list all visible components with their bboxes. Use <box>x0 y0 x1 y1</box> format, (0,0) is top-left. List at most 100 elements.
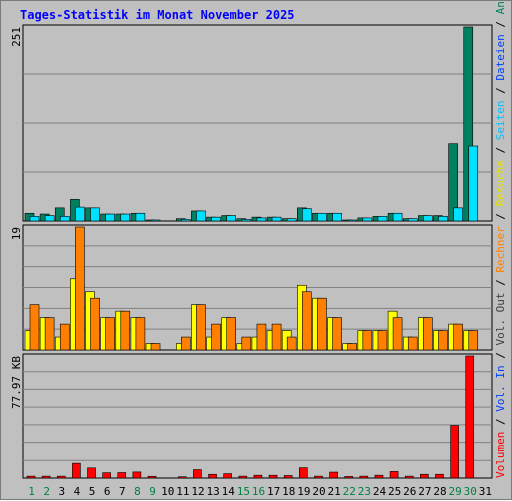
bar-top-panel-s0-d29 <box>448 143 458 222</box>
bar-bottom-panel-s0-d5 <box>87 467 96 479</box>
legend-item: Seiten <box>494 100 507 140</box>
legend-separator: / <box>494 206 507 226</box>
x-tick-label: 4 <box>74 485 81 498</box>
x-tick-label: 28 <box>433 485 446 498</box>
bar-middle-panel-s1-d25 <box>392 317 403 351</box>
legend-separator: / <box>494 346 507 366</box>
bar-bottom-panel-s0-d7 <box>117 472 127 479</box>
bar-middle-panel-s1-d15 <box>241 336 252 351</box>
bar-top-panel-s1-d17 <box>271 216 282 222</box>
y-max-label: 251 <box>10 27 23 47</box>
bar-top-panel-s1-d18 <box>286 218 297 222</box>
x-tick-label: 19 <box>297 485 310 498</box>
bar-bottom-panel-s0-d21 <box>329 471 338 479</box>
bar-top-panel-s1-d1 <box>29 216 40 222</box>
bar-top-panel-s1-d26 <box>407 218 418 222</box>
bar-middle-panel-s1-d11 <box>180 336 191 351</box>
bar-middle-panel-s1-d7 <box>120 310 131 351</box>
bar-top-panel-s1-d27 <box>423 215 433 222</box>
bar-bottom-panel-s0-d14 <box>223 473 232 479</box>
x-tick-label: 26 <box>403 485 416 498</box>
legend-item: Anfragen <box>494 1 507 14</box>
bar-bottom-panel-s0-d17 <box>268 474 278 479</box>
x-tick-label: 22 <box>343 485 356 498</box>
bar-bottom-panel-s0-d23 <box>359 475 369 479</box>
x-tick-label: 21 <box>328 485 341 498</box>
legend-separator: / <box>494 273 507 293</box>
bar-bottom-panel-s0-d8 <box>132 471 142 479</box>
legend-item: Volumen <box>494 432 507 478</box>
bar-middle-panel-s1-d27 <box>423 317 433 351</box>
bar-top-panel-s1-d28 <box>438 216 448 222</box>
bar-top-panel-s1-d8 <box>135 212 146 222</box>
bar-middle-panel-s1-d4 <box>75 226 85 351</box>
x-tick-label: 18 <box>282 485 295 498</box>
bar-middle-panel-s1-d20 <box>317 297 327 351</box>
bar-top-panel-s1-d14 <box>226 215 236 222</box>
bar-bottom-panel-s0-d20 <box>314 475 323 479</box>
bar-top-panel-s1-d29 <box>453 207 463 222</box>
x-tick-label: 5 <box>89 485 96 498</box>
legend-separator: / <box>494 140 507 160</box>
bar-top-panel-s1-d24 <box>377 216 388 222</box>
x-tick-label: 10 <box>161 485 174 498</box>
bar-top-panel-s1-d20 <box>317 212 327 222</box>
x-tick-label: 12 <box>191 485 204 498</box>
bar-bottom-panel-s0-d22 <box>344 476 354 479</box>
bar-middle-panel-s1-d17 <box>271 323 282 351</box>
bar-middle-panel-s1-d14 <box>226 317 236 351</box>
bar-bottom-panel-s0-d25 <box>389 471 399 479</box>
x-tick-label: 3 <box>59 485 66 498</box>
x-tick-label: 23 <box>358 485 371 498</box>
legend-separator: / <box>494 81 507 101</box>
bar-top-panel-s0-d3 <box>54 207 65 222</box>
bar-bottom-panel-s0-d1 <box>26 475 36 479</box>
x-tick-label: 20 <box>312 485 325 498</box>
bar-top-panel-s1-d30 <box>468 145 479 222</box>
bar-bottom-panel-s0-d19 <box>299 467 308 479</box>
bar-top-panel-s1-d21 <box>332 212 342 222</box>
bar-bottom-panel-s0-d28 <box>435 473 444 479</box>
bar-top-panel-s1-d25 <box>392 212 403 222</box>
bar-middle-panel-s1-d21 <box>332 317 342 351</box>
bar-middle-panel-s1-d12 <box>196 304 206 351</box>
bar-bottom-panel-s0-d27 <box>420 473 429 479</box>
x-tick-label: 2 <box>43 485 50 498</box>
bar-top-panel-s1-d7 <box>120 213 131 222</box>
legend-separator: / <box>494 14 507 34</box>
x-tick-label: 25 <box>388 485 401 498</box>
bar-middle-panel-s1-d8 <box>135 317 146 351</box>
bar-top-panel-s1-d5 <box>90 207 100 222</box>
bar-bottom-panel-s0-d15 <box>238 475 248 479</box>
plot-area-bottom-panel <box>22 353 493 479</box>
bar-bottom-panel-s0-d4 <box>72 462 81 479</box>
bar-middle-panel-s1-d26 <box>407 336 418 351</box>
bar-bottom-panel-s0-d18 <box>283 475 293 479</box>
bar-middle-panel-s1-d29 <box>453 323 463 351</box>
x-tick-label: 16 <box>252 485 265 498</box>
x-tick-label: 7 <box>119 485 126 498</box>
legend: Volumen / Vol. In / Vol. Out / Rechner /… <box>494 1 507 478</box>
legend-item: Vol. Out <box>494 293 507 346</box>
bar-bottom-panel-s0-d26 <box>404 475 414 479</box>
bar-middle-panel-s1-d24 <box>377 330 388 351</box>
bar-bottom-panel-s0-d30 <box>465 355 475 479</box>
x-tick-label: 6 <box>104 485 111 498</box>
bar-bottom-panel-s0-d13 <box>208 473 217 479</box>
x-tick-label: 9 <box>149 485 156 498</box>
y-max-label: 19 <box>10 227 23 240</box>
bar-top-panel-s0-d30 <box>463 26 474 222</box>
bar-bottom-panel-s0-d29 <box>450 425 459 479</box>
bar-top-panel-s1-d9 <box>150 219 161 222</box>
x-tick-label: 8 <box>134 485 141 498</box>
bar-top-panel-s1-d11 <box>180 219 191 222</box>
bar-top-panel-s1-d4 <box>75 206 85 222</box>
x-tick-label: 13 <box>206 485 219 498</box>
bar-top-panel-s1-d12 <box>196 210 206 222</box>
legend-item: Vol. In <box>494 365 507 411</box>
x-tick-label: 1 <box>28 485 35 498</box>
x-tick-label: 30 <box>464 485 477 498</box>
legend-separator: / <box>494 412 507 432</box>
